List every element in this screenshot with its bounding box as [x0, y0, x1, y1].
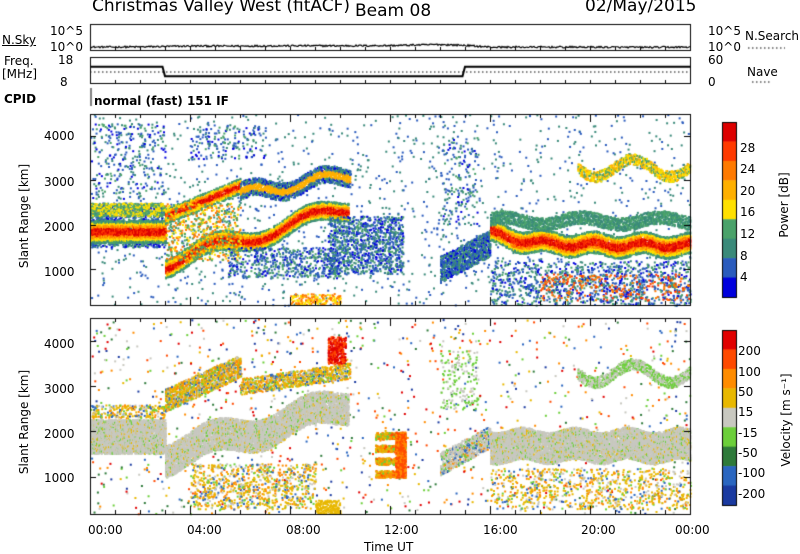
power-cbar-tick-8: 8 — [740, 249, 748, 263]
freq-tick-bottom: 8 — [60, 75, 68, 89]
xtick-1200: 12:00 — [384, 523, 419, 537]
power-cbar-label: Power [dB] — [777, 172, 791, 238]
velocity-cbar-tick-minus15: -15 — [738, 426, 758, 440]
xtick-0000: 00:00 — [88, 523, 123, 537]
velocity-ytick-1000: 1000 — [44, 471, 75, 485]
xtick-1600: 16:00 — [483, 523, 518, 537]
velocity-cbar-label: Velocity [m s⁻¹] — [779, 373, 793, 467]
power-cbar-tick-16: 16 — [740, 205, 756, 219]
velocity-cbar-tick-200: 200 — [738, 344, 761, 358]
freq-label: Freq. — [4, 54, 34, 68]
power-ytick-3000: 3000 — [44, 175, 75, 189]
chart-title: Christmas Valley West (fitACF) — [92, 0, 351, 16]
date-label: 02/May/2015 — [585, 0, 697, 16]
xtick-0400: 04:00 — [187, 523, 222, 537]
nsky-tick-top: 10^5 — [50, 24, 83, 38]
velocity-cbar-tick-100: 100 — [738, 365, 761, 379]
velocity-ytick-2000: 2000 — [44, 427, 75, 441]
velocity-cbar-tick-15: 15 — [738, 405, 754, 419]
power-cbar-tick-12: 12 — [740, 227, 756, 241]
velocity-ytick-3000: 3000 — [44, 382, 75, 396]
xtick-2000: 20:00 — [581, 523, 616, 537]
xtick-2400: 00:00 — [675, 523, 710, 537]
velocity-cbar-tick-minus50: -50 — [738, 446, 758, 460]
nave-label: Nave — [747, 65, 778, 79]
nave-tick-bottom: 0 — [708, 75, 716, 89]
velocity-cbar-tick-50: 50 — [738, 385, 754, 399]
velocity-cbar-tick-minus200: -200 — [738, 487, 766, 501]
xaxis-label: Time UT — [364, 540, 414, 554]
power-cbar-tick-28: 28 — [740, 141, 756, 155]
power-cbar-tick-20: 20 — [740, 184, 756, 198]
nsearch-tick-bottom: 10^0 — [708, 40, 741, 54]
nsky-label: N.Sky — [2, 33, 37, 47]
velocity-ytick-4000: 4000 — [44, 337, 75, 351]
nsearch-tick-top: 10^5 — [708, 24, 741, 38]
freq-tick-top: 18 — [58, 53, 74, 67]
freq-unit-label: [MHz] — [2, 67, 38, 81]
power-cbar-tick-4: 4 — [740, 270, 748, 284]
velocity-ylabel: Slant Range [km] — [17, 369, 31, 475]
cpid-label: CPID — [4, 92, 37, 106]
nsearch-label: N.Search — [745, 29, 800, 43]
cpid-value: normal (fast) 151 IF — [94, 94, 229, 108]
nsky-tick-bottom: 10^0 — [50, 40, 83, 54]
power-ytick-2000: 2000 — [44, 220, 75, 234]
velocity-cbar-tick-minus100: -100 — [738, 466, 766, 480]
power-ytick-1000: 1000 — [44, 265, 75, 279]
nave-tick-top: 60 — [708, 53, 724, 67]
power-ytick-4000: 4000 — [44, 129, 75, 143]
power-ylabel: Slant Range [km] — [17, 163, 31, 269]
xtick-0800: 08:00 — [286, 523, 321, 537]
power-cbar-tick-24: 24 — [740, 162, 756, 176]
beam-label: Beam 08 — [355, 1, 432, 21]
